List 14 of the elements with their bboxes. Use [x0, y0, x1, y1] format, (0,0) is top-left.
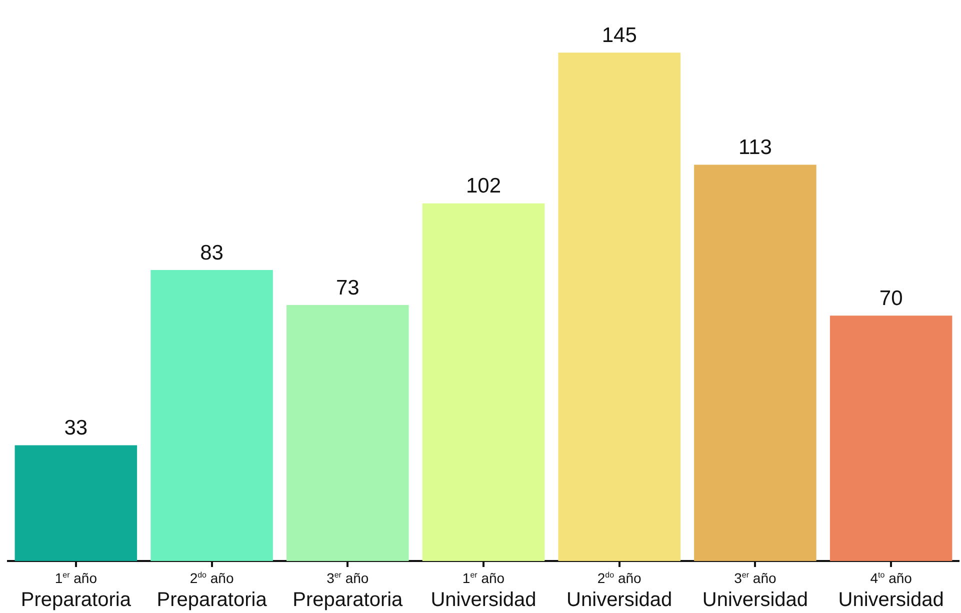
bar: [286, 305, 409, 561]
data-label: 113: [738, 136, 772, 160]
data-label: 102: [466, 174, 502, 198]
bar: [830, 316, 952, 561]
bar: [694, 164, 816, 561]
bar: [558, 52, 680, 561]
bar: [14, 445, 138, 561]
bar: [422, 203, 545, 561]
data-label: 70: [879, 286, 903, 310]
bar: [150, 270, 273, 561]
data-label: 145: [602, 24, 637, 47]
data-label: 83: [200, 241, 224, 264]
data-label: 73: [336, 276, 360, 300]
data-label: 33: [64, 416, 88, 440]
